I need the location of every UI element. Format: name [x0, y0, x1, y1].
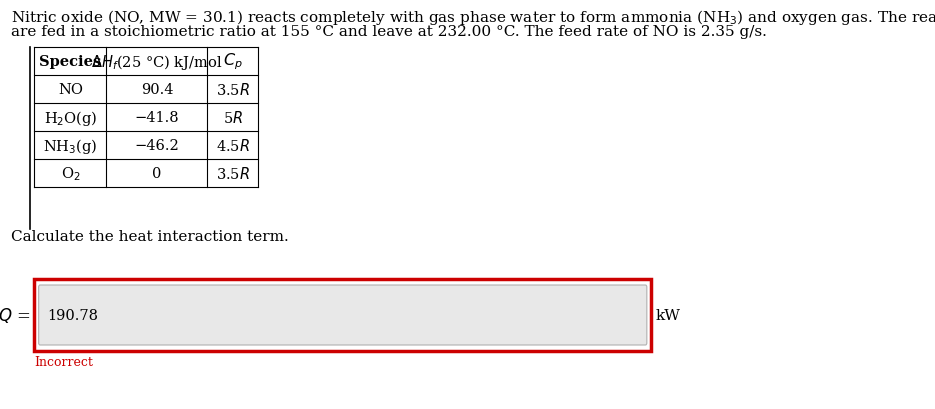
Text: Incorrect: Incorrect: [35, 355, 94, 368]
Text: −41.8: −41.8: [135, 111, 180, 125]
Text: NH$_3$(g): NH$_3$(g): [43, 136, 97, 155]
Text: Calculate the heat interaction term.: Calculate the heat interaction term.: [10, 229, 288, 243]
Text: H$_2$O(g): H$_2$O(g): [44, 108, 97, 127]
Text: 0: 0: [152, 166, 162, 180]
Text: 3.5$R$: 3.5$R$: [216, 166, 250, 182]
Text: 4.5$R$: 4.5$R$: [216, 138, 250, 154]
Text: NO: NO: [58, 83, 83, 97]
Text: Nitric oxide (NO, MW = 30.1) reacts completely with gas phase water to form ammo: Nitric oxide (NO, MW = 30.1) reacts comp…: [10, 8, 935, 27]
Text: −46.2: −46.2: [135, 139, 180, 153]
Text: $\Delta H_f$(25 °C) kJ/mol: $\Delta H_f$(25 °C) kJ/mol: [92, 52, 223, 71]
FancyBboxPatch shape: [38, 285, 647, 345]
Text: 90.4: 90.4: [141, 83, 173, 97]
Text: O$_2$: O$_2$: [61, 165, 80, 182]
Bar: [35, 279, 651, 351]
Text: 3.5$R$: 3.5$R$: [216, 82, 250, 98]
Text: are fed in a stoichiometric ratio at 155 °C and leave at 232.00 °C. The feed rat: are fed in a stoichiometric ratio at 155…: [10, 25, 767, 39]
Text: 190.78: 190.78: [48, 308, 98, 322]
Text: $Q$ =: $Q$ =: [0, 306, 31, 325]
Text: 5$R$: 5$R$: [223, 110, 243, 126]
Text: Species: Species: [39, 55, 102, 69]
Text: kW: kW: [655, 308, 681, 322]
Text: $C_p$: $C_p$: [223, 52, 242, 72]
